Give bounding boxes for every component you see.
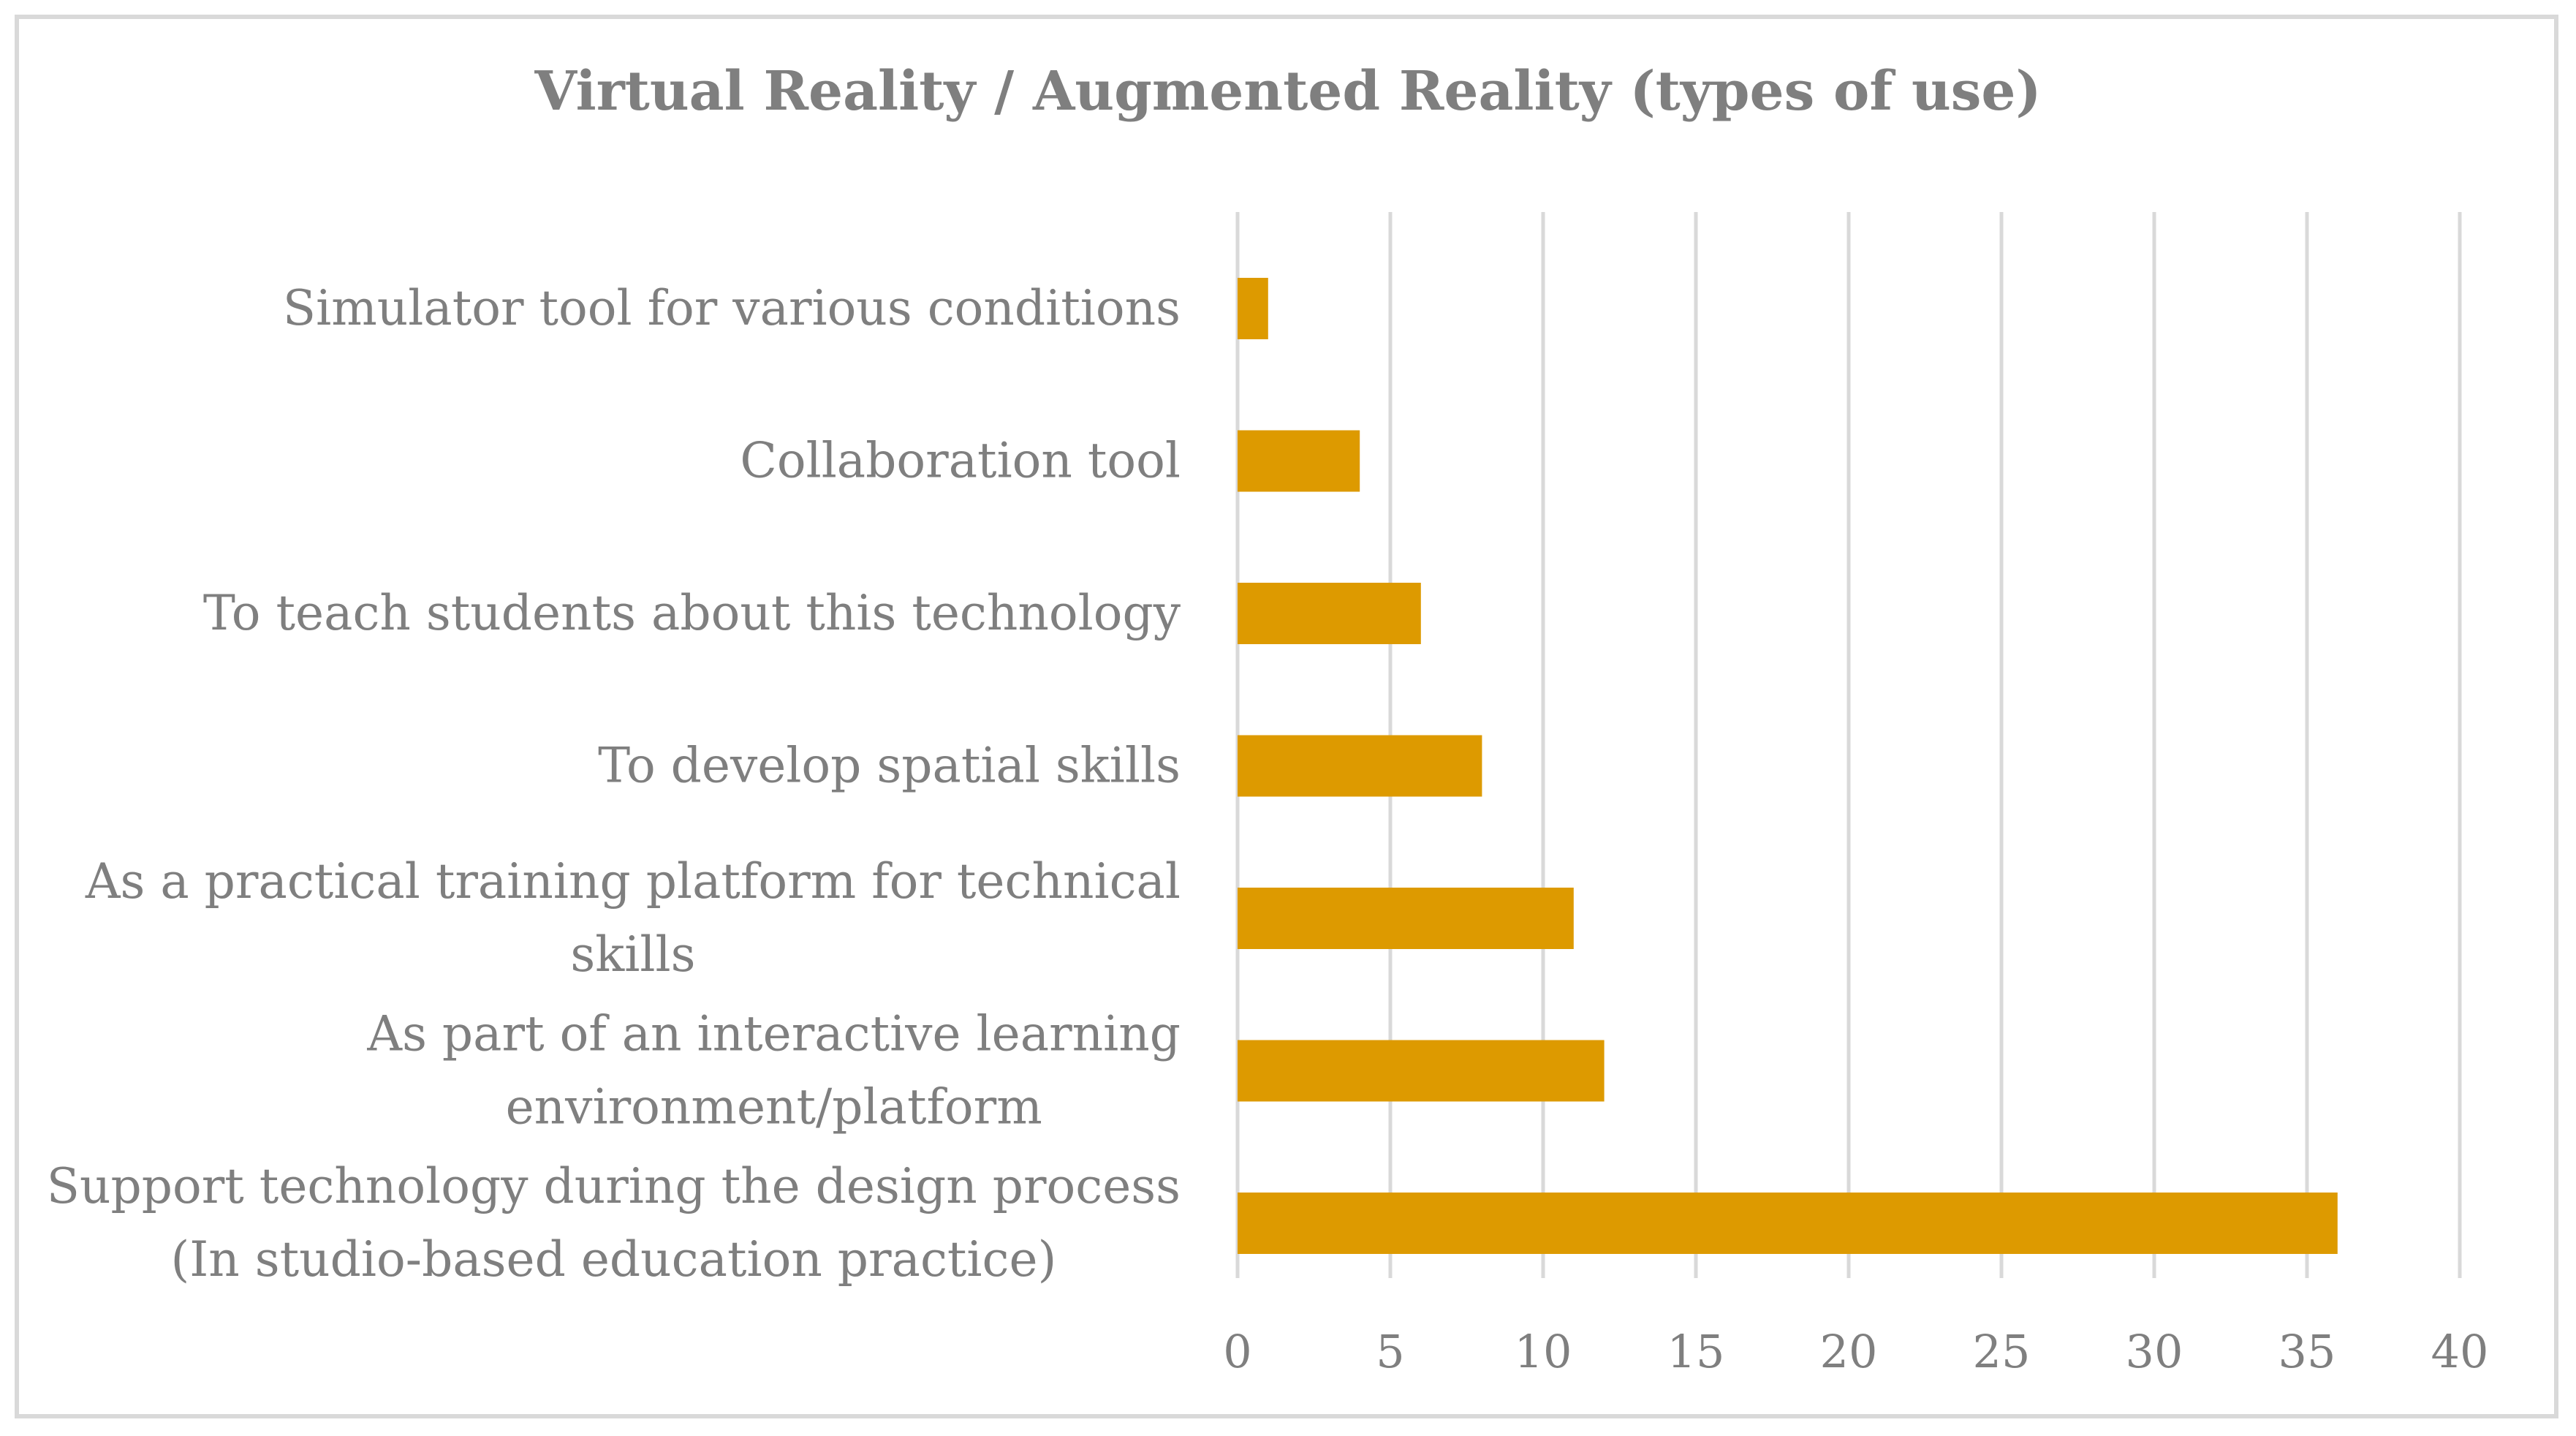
category-label: As a practical training platform for tec…	[85, 853, 1181, 910]
chart-title: Virtual Reality / Augmented Reality (typ…	[534, 60, 2042, 123]
x-tick-label: 20	[1820, 1325, 1878, 1378]
bar	[1238, 1193, 2338, 1254]
x-tick-label: 10	[1515, 1325, 1572, 1378]
category-label: As part of an interactive learning	[366, 1006, 1181, 1062]
bar	[1238, 888, 1574, 949]
category-label: skills	[570, 926, 695, 983]
x-tick-label: 5	[1376, 1325, 1404, 1378]
bar	[1238, 278, 1268, 339]
x-axis-ticks: 0 5 10 15 20 25 30 35 40	[1223, 1325, 2488, 1378]
category-label: To teach students about this technology	[203, 585, 1181, 641]
bar	[1238, 1040, 1605, 1102]
x-tick-label: 25	[1973, 1325, 2031, 1378]
bar	[1238, 583, 1421, 644]
x-tick-label: 15	[1667, 1325, 1725, 1378]
bars	[1238, 278, 2338, 1254]
bar	[1238, 735, 1482, 797]
x-tick-label: 35	[2278, 1325, 2336, 1378]
category-labels: Support technology during the design pro…	[47, 280, 1181, 1288]
category-label: environment/platform	[506, 1079, 1042, 1135]
category-label: (In studio-based education practice)	[170, 1231, 1056, 1288]
category-label: To develop spatial skills	[598, 738, 1181, 794]
chart-frame	[15, 15, 2558, 1418]
category-label: Collaboration tool	[740, 433, 1181, 489]
category-label: Simulator tool for various conditions	[283, 280, 1181, 336]
bar	[1238, 430, 1360, 492]
category-label: Support technology during the design pro…	[47, 1158, 1181, 1214]
x-tick-label: 0	[1223, 1325, 1251, 1378]
x-tick-label: 30	[2126, 1325, 2183, 1378]
x-tick-label: 40	[2431, 1325, 2489, 1378]
